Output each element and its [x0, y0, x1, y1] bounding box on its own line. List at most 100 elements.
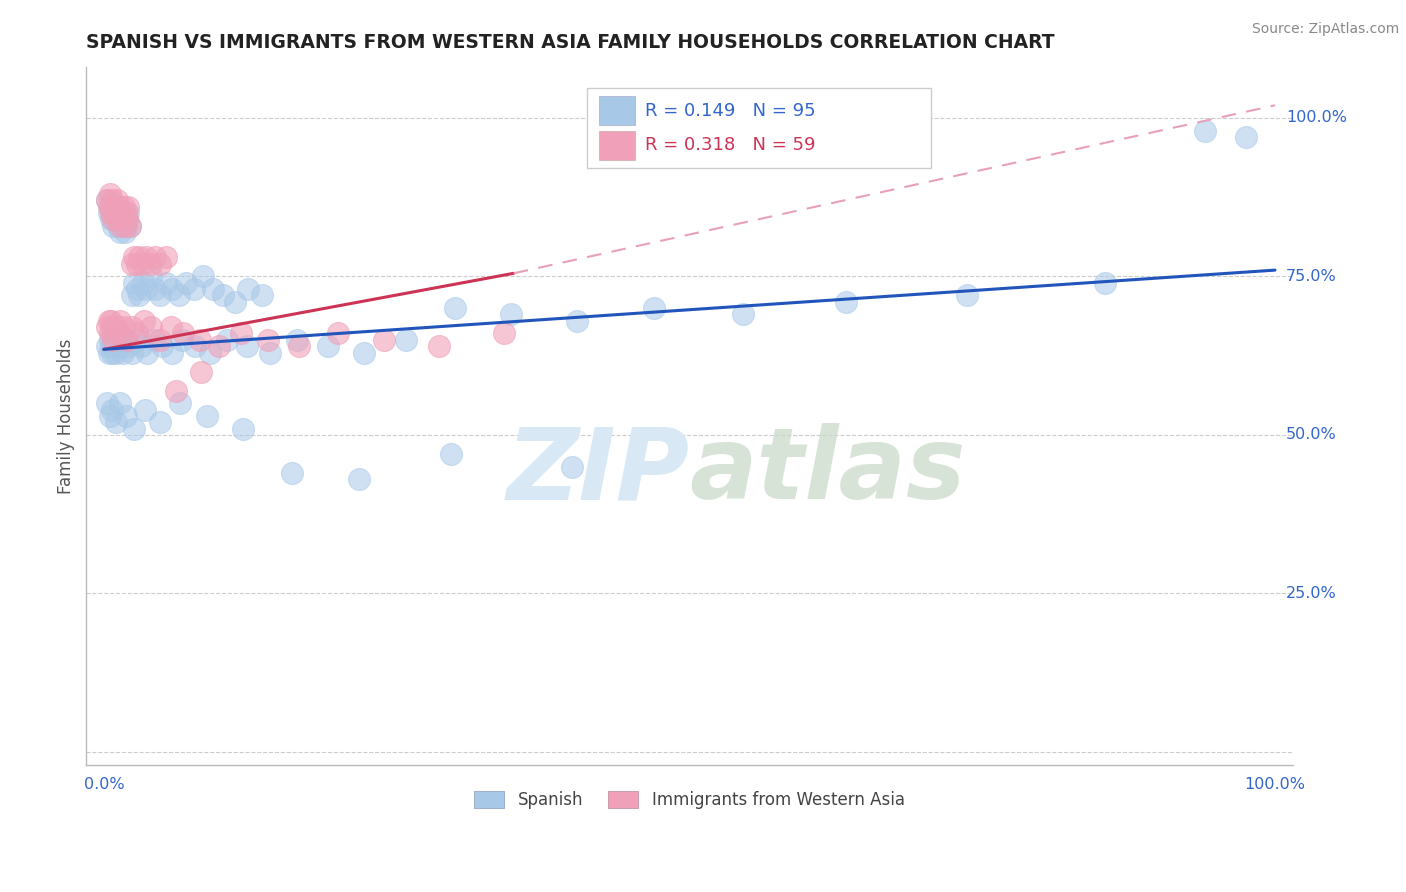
Point	[110, 206, 132, 220]
Point	[229, 326, 252, 341]
Point	[124, 421, 146, 435]
Point	[347, 472, 370, 486]
Point	[193, 269, 215, 284]
Point	[288, 339, 311, 353]
Point	[167, 288, 190, 302]
Point	[117, 212, 139, 227]
Point	[139, 257, 162, 271]
Point	[195, 409, 218, 423]
Point	[121, 320, 143, 334]
Point	[101, 320, 124, 334]
Point	[100, 212, 122, 227]
Point	[96, 320, 118, 334]
Text: 75.0%: 75.0%	[1286, 269, 1337, 284]
Point	[103, 333, 125, 347]
Point	[108, 200, 131, 214]
Point	[184, 339, 207, 353]
Point	[97, 314, 120, 328]
Point	[124, 276, 146, 290]
Point	[117, 206, 139, 220]
Y-axis label: Family Households: Family Households	[58, 338, 75, 493]
Point	[100, 339, 122, 353]
Text: 0.0%: 0.0%	[83, 777, 124, 792]
Point	[200, 345, 222, 359]
Point	[105, 206, 128, 220]
Point	[118, 219, 141, 233]
Point	[112, 320, 135, 334]
Text: R = 0.149   N = 95: R = 0.149 N = 95	[645, 102, 815, 120]
Point	[174, 276, 197, 290]
Point	[172, 333, 194, 347]
Point	[104, 212, 127, 227]
Point	[110, 225, 132, 239]
Point	[100, 314, 122, 328]
Text: ZIP: ZIP	[506, 423, 689, 520]
Point	[149, 288, 172, 302]
Point	[134, 402, 156, 417]
Point	[235, 339, 257, 353]
Point	[131, 339, 153, 353]
Point	[101, 194, 124, 208]
Text: 50.0%: 50.0%	[1286, 427, 1337, 442]
Point	[250, 288, 273, 302]
Point	[212, 288, 235, 302]
Point	[215, 333, 238, 347]
Point	[115, 219, 138, 233]
Point	[114, 219, 136, 233]
Point	[117, 339, 139, 353]
Point	[232, 421, 254, 435]
Point	[114, 333, 136, 347]
Point	[118, 219, 141, 233]
Point	[111, 212, 134, 227]
Point	[427, 339, 450, 353]
Point	[103, 200, 125, 214]
Point	[125, 257, 148, 271]
Point	[501, 308, 523, 322]
Point	[98, 409, 121, 423]
Point	[104, 206, 127, 220]
Point	[98, 326, 121, 341]
Point	[98, 333, 121, 347]
Point	[353, 345, 375, 359]
Point	[98, 187, 121, 202]
Point	[143, 333, 166, 347]
Point	[236, 282, 259, 296]
Point	[110, 396, 132, 410]
Point	[1194, 123, 1216, 137]
Point	[149, 415, 172, 429]
Point	[285, 333, 308, 347]
Text: R = 0.318   N = 59: R = 0.318 N = 59	[645, 136, 815, 154]
Point	[104, 345, 127, 359]
Point	[316, 339, 339, 353]
Point	[97, 345, 120, 359]
Point	[114, 225, 136, 239]
Point	[110, 339, 132, 353]
Point	[149, 333, 172, 347]
Point	[207, 339, 229, 353]
Point	[98, 200, 121, 214]
Point	[256, 333, 278, 347]
Point	[103, 339, 125, 353]
Point	[101, 345, 124, 359]
Point	[103, 200, 125, 214]
Point	[643, 301, 665, 315]
Point	[190, 365, 212, 379]
Point	[835, 294, 858, 309]
Point	[145, 282, 167, 296]
Point	[96, 396, 118, 410]
Point	[139, 320, 162, 334]
Point	[125, 282, 148, 296]
Bar	[599, 95, 636, 125]
FancyBboxPatch shape	[586, 88, 931, 169]
Point	[1094, 276, 1116, 290]
Point	[125, 333, 148, 347]
Point	[281, 466, 304, 480]
Point	[104, 415, 127, 429]
Point	[107, 219, 129, 233]
Point	[117, 200, 139, 214]
Text: 100.0%: 100.0%	[1244, 777, 1306, 792]
Text: atlas: atlas	[689, 423, 966, 520]
Point	[96, 194, 118, 208]
Point	[100, 206, 122, 220]
Point	[733, 308, 755, 322]
